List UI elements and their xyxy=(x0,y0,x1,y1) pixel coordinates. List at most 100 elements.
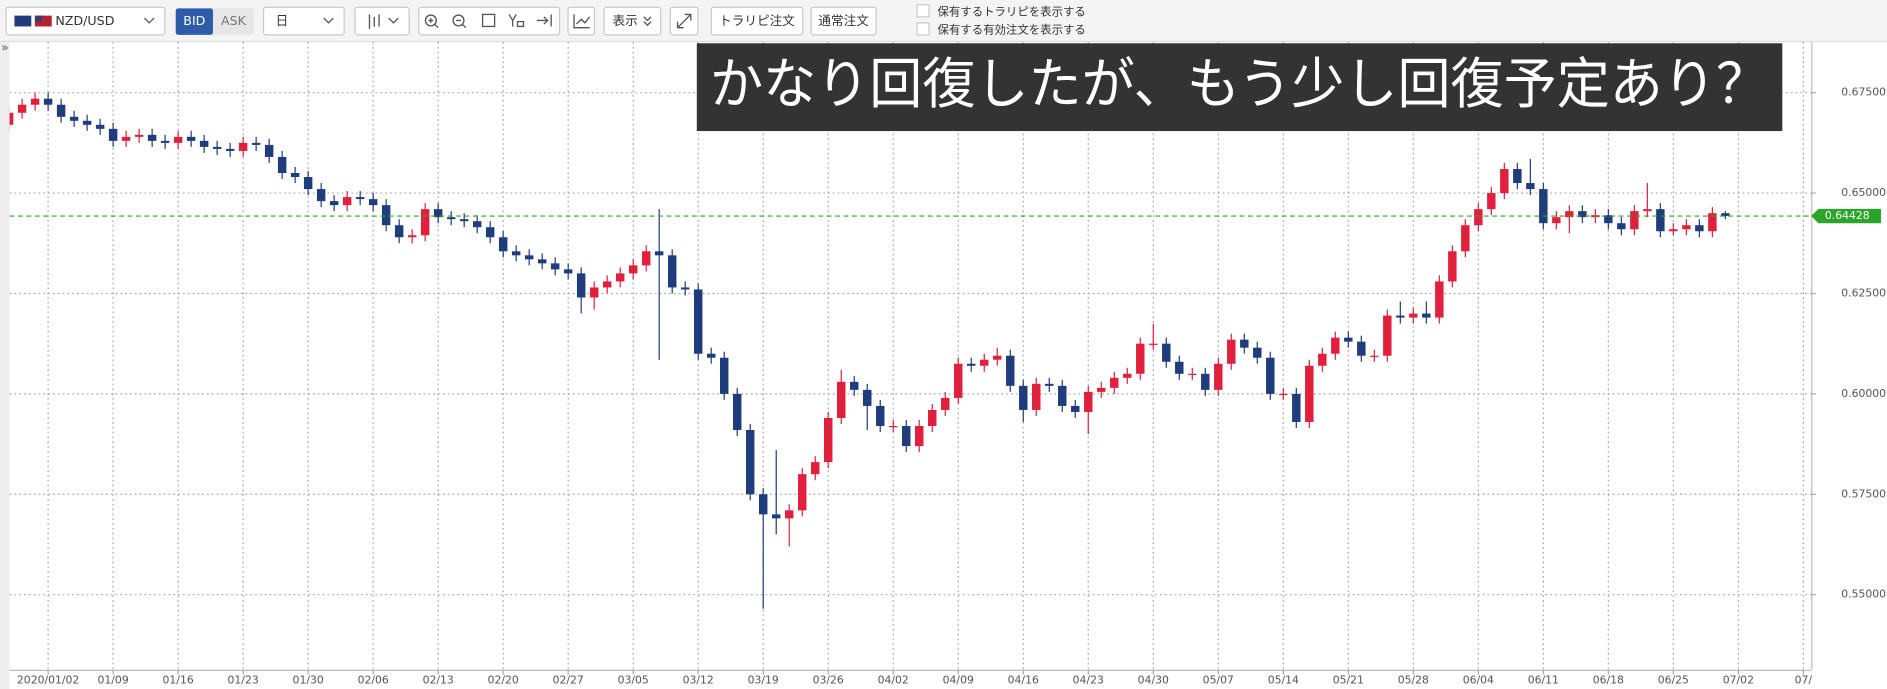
candle-body xyxy=(537,259,547,264)
candle-body xyxy=(1487,193,1496,210)
candles xyxy=(9,92,1730,609)
candle-body xyxy=(667,255,677,288)
candle-body xyxy=(381,205,391,226)
candle-body xyxy=(1630,211,1639,230)
symbol-select[interactable]: NZD/USD xyxy=(5,6,166,36)
candle-body xyxy=(602,281,612,288)
x-tick-label: 01/23 xyxy=(228,674,259,687)
candle-body xyxy=(433,209,443,218)
normal-order-button[interactable] xyxy=(810,6,877,36)
candle-body xyxy=(1266,357,1275,394)
candle-body xyxy=(498,237,508,252)
candle-body xyxy=(56,104,66,117)
candle-body xyxy=(863,389,872,406)
candle-body xyxy=(121,136,131,141)
indicator-icon xyxy=(573,14,591,29)
flag-nz xyxy=(14,15,32,27)
candle-body xyxy=(771,514,781,519)
bid-button[interactable] xyxy=(175,8,214,35)
candle-body xyxy=(1188,373,1197,375)
candle-body xyxy=(1578,211,1587,218)
candle-body xyxy=(758,494,768,515)
candle-body xyxy=(212,146,222,149)
candle-body xyxy=(1123,373,1132,378)
checkbox[interactable] xyxy=(916,22,930,36)
trarepi-order-button[interactable] xyxy=(710,6,804,36)
candle-body xyxy=(238,142,248,151)
candle-body xyxy=(928,409,937,426)
x-tick-label: 01/30 xyxy=(293,674,324,687)
x-tick-label: 01/09 xyxy=(98,674,129,687)
candle-body xyxy=(225,148,235,151)
candle-body xyxy=(1695,225,1704,232)
candle-body xyxy=(420,209,430,236)
candle-body xyxy=(902,425,911,447)
x-tick-label: 07/ xyxy=(1795,674,1813,687)
x-tick-label: 02/20 xyxy=(488,674,519,687)
x-tick-label: 03/19 xyxy=(748,674,779,687)
candle-body xyxy=(1162,343,1171,362)
x-tick-label: 05/21 xyxy=(1333,674,1364,687)
candle-body xyxy=(1201,373,1210,390)
ask-button[interactable] xyxy=(213,8,254,35)
candle-body xyxy=(837,381,846,418)
normal-order: 通常注文 xyxy=(818,13,869,28)
flag-us-canton xyxy=(34,15,43,22)
candle-body xyxy=(1669,229,1678,232)
candle-body xyxy=(1435,281,1444,318)
x-tick-label: 06/11 xyxy=(1528,674,1559,687)
dropdown-arrow xyxy=(643,16,652,27)
candle-body xyxy=(160,140,170,143)
candle-body xyxy=(251,142,261,145)
checkbox[interactable] xyxy=(916,4,930,18)
candle-body xyxy=(1500,168,1509,194)
candle-body xyxy=(1136,343,1145,374)
symbol-box[interactable] xyxy=(5,6,166,36)
candle-body xyxy=(17,104,27,113)
y-tick-label: 0.60000 xyxy=(1841,387,1886,400)
trarepi-order: トラリピ注文 xyxy=(719,13,795,28)
candle-body xyxy=(1656,209,1665,232)
display-select[interactable] xyxy=(603,6,662,36)
candle-body xyxy=(1110,377,1119,388)
chart-type-select[interactable] xyxy=(354,6,410,36)
symbol: NZD/USD xyxy=(55,13,114,28)
candle-body xyxy=(680,287,690,290)
candle-body xyxy=(316,189,326,202)
candle-body xyxy=(1539,189,1548,224)
x-tick-label: 04/23 xyxy=(1073,674,1104,687)
sidebar-toggle[interactable]: » xyxy=(1,41,8,55)
candle-body xyxy=(1253,347,1262,358)
candle-body xyxy=(199,140,209,147)
x-tick-label: 05/28 xyxy=(1398,674,1429,687)
candle-body xyxy=(1526,183,1535,190)
candle-body xyxy=(693,289,703,354)
candle-body xyxy=(1305,365,1314,422)
candle-body xyxy=(1006,355,1015,386)
indicator-button[interactable] xyxy=(567,6,596,36)
candle-body xyxy=(967,363,976,366)
candle-body xyxy=(147,134,157,141)
candle-body xyxy=(186,136,196,141)
candle-body xyxy=(615,273,625,282)
candle-body xyxy=(1227,339,1236,364)
checkbox-label: 保有する有効注文を表示する xyxy=(937,23,1085,37)
candle-body xyxy=(368,199,378,206)
candle-body xyxy=(563,269,573,274)
candle-icon xyxy=(368,14,399,29)
candle-body xyxy=(394,225,404,238)
tool-icons[interactable] xyxy=(424,13,552,29)
x-tick-label: 06/04 xyxy=(1463,674,1494,687)
candle-body xyxy=(628,265,638,274)
candle-body xyxy=(1513,168,1522,184)
candle-body xyxy=(43,98,53,105)
candle-body xyxy=(1240,339,1249,348)
x-tick-label: 02/06 xyxy=(358,674,389,687)
candle-body xyxy=(290,173,300,178)
timeframe-select[interactable] xyxy=(262,6,345,36)
current-price-tag xyxy=(1811,208,1881,224)
zoom-tools xyxy=(418,6,561,36)
x-tick-label: 03/05 xyxy=(618,674,649,687)
candle-body xyxy=(69,116,79,121)
